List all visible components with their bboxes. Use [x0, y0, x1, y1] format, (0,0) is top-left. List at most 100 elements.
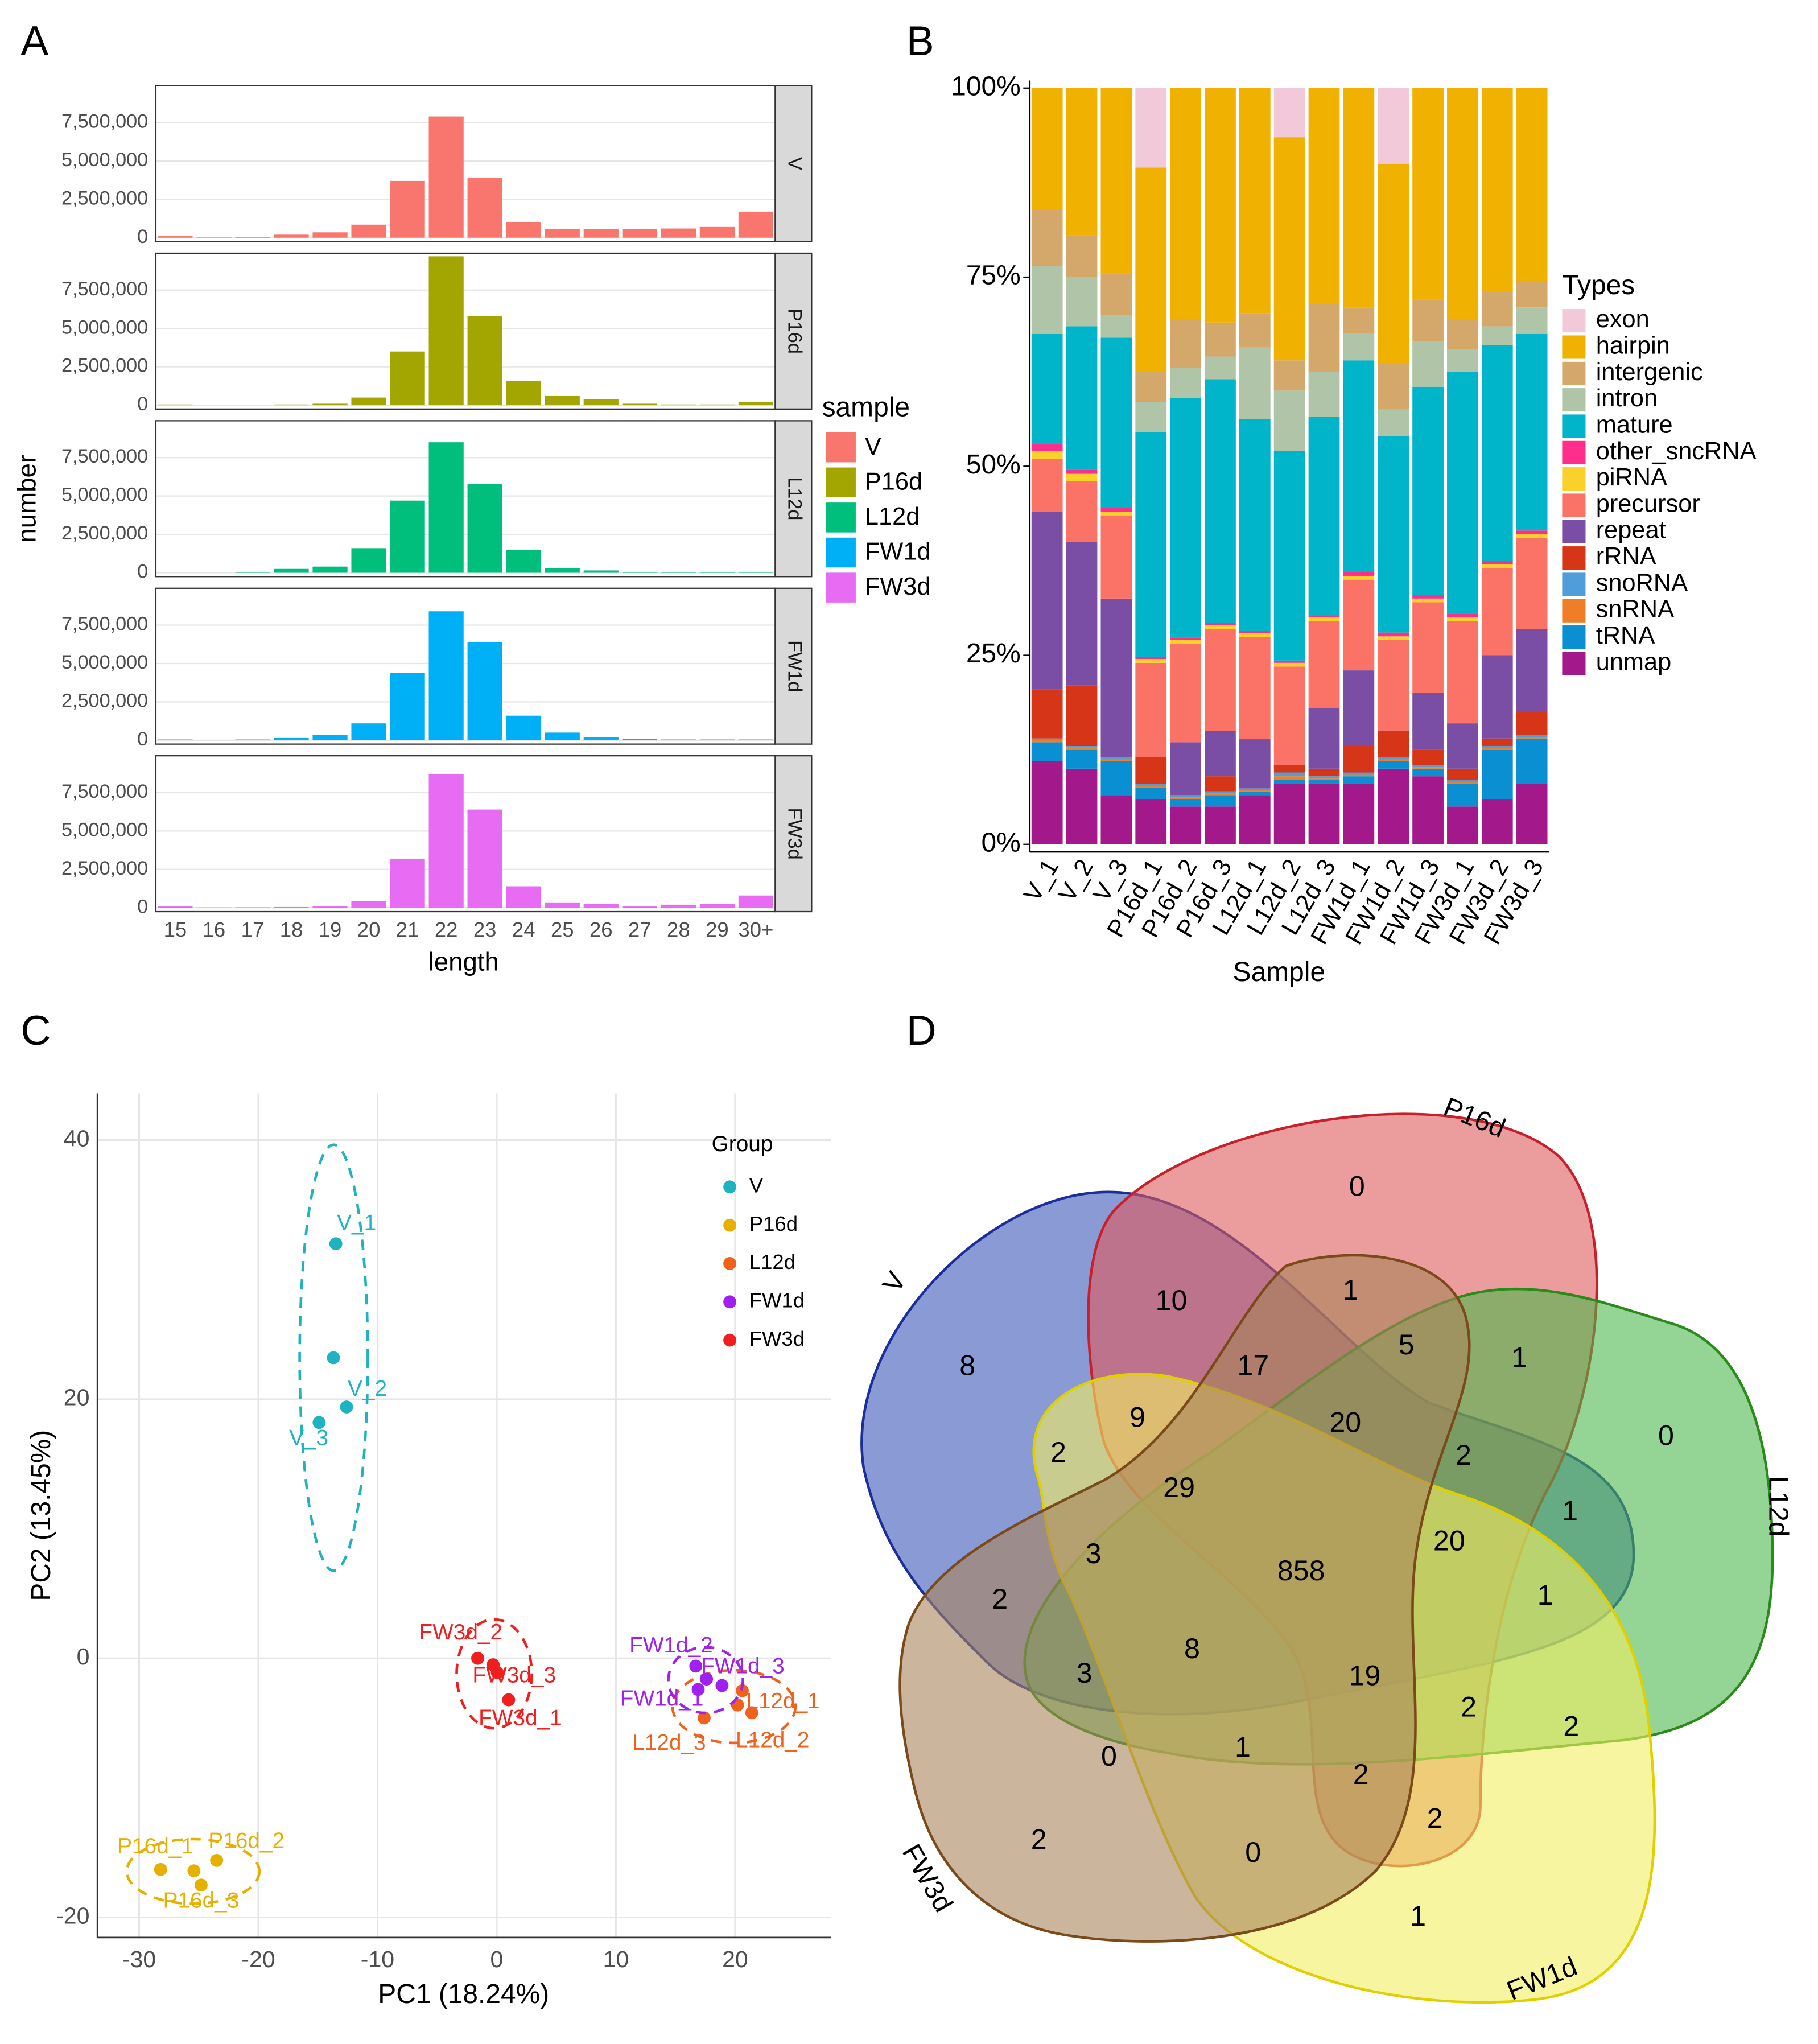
bar [583, 737, 619, 740]
bar-segment [1170, 398, 1201, 638]
bar [545, 902, 580, 908]
facet-strip [774, 252, 813, 410]
bar-segment [1447, 621, 1478, 724]
bar-segment [1378, 640, 1409, 731]
legend-swatch [1562, 546, 1586, 570]
bar [158, 906, 193, 908]
bar-segment [1308, 88, 1340, 304]
y-tick-label: 2,500,000 [61, 522, 148, 544]
legend-swatch [1562, 414, 1586, 438]
facet-strip [774, 420, 813, 578]
bar-segment [1308, 784, 1340, 844]
point [490, 1666, 504, 1679]
bar [274, 737, 309, 740]
bar-segment [1205, 623, 1236, 625]
bar-segment [1031, 266, 1063, 334]
bar-segment [1516, 307, 1548, 334]
bar-segment [1516, 530, 1548, 534]
bar-segment [1100, 515, 1132, 599]
region-count: 10 [1156, 1284, 1188, 1316]
region-count: 1 [1342, 1274, 1358, 1306]
bar [390, 858, 425, 908]
bar-segment [1135, 757, 1167, 784]
region-count: 17 [1237, 1349, 1269, 1381]
bar-segment [1170, 368, 1201, 398]
x-tick-label: -20 [241, 1946, 275, 1972]
bar-segment [1412, 765, 1444, 768]
bar-segment [1170, 795, 1201, 798]
bar-segment [1239, 313, 1271, 348]
legend-label: intergenic [1596, 358, 1703, 386]
y-tick-label: 0 [77, 1643, 90, 1670]
bar-segment [1343, 575, 1375, 580]
bar-segment [1273, 390, 1305, 451]
bar-segment [1205, 795, 1236, 807]
x-axis-title: PC1 (18.24%) [378, 1979, 549, 2009]
region-count: 0 [1658, 1420, 1674, 1452]
bar [661, 904, 696, 908]
legend-label: tRNA [1596, 622, 1655, 649]
legend-label: hairpin [1596, 332, 1670, 359]
bar-segment [1343, 772, 1375, 775]
x-tick-label: 0 [490, 1946, 504, 1972]
bar-segment [1378, 731, 1409, 757]
legend-title: Types [1562, 270, 1635, 300]
region-count: 5 [1399, 1329, 1415, 1361]
bar-segment [1205, 88, 1236, 323]
point [154, 1862, 167, 1876]
bar-segment [1031, 738, 1063, 740]
bar [506, 380, 541, 406]
bar-segment [1447, 723, 1478, 769]
facet-strip [774, 755, 813, 913]
bar [390, 180, 425, 238]
x-tick-label: 24 [512, 918, 535, 941]
bar-segment [1343, 307, 1375, 334]
bar-segment [1066, 768, 1098, 844]
point-label: FW1d_2 [629, 1633, 713, 1658]
bar-segment [1239, 347, 1271, 419]
region-count: 1 [1410, 1900, 1426, 1932]
point-label: FW3d_3 [472, 1663, 556, 1687]
y-tick-label: 5,000,000 [61, 819, 148, 840]
bar-segment [1273, 137, 1305, 361]
bar-segment [1273, 765, 1305, 773]
legend-label: repeat [1596, 517, 1666, 544]
bar-segment [1170, 637, 1201, 640]
bar-segment [1516, 88, 1548, 281]
point-label: V_1 [337, 1211, 376, 1235]
bar-segment [1378, 88, 1409, 164]
x-axis-title: length [428, 947, 499, 976]
legend-label: FW3d [749, 1327, 805, 1350]
point-label: L12d_2 [736, 1728, 809, 1752]
region-count: 2 [1456, 1439, 1471, 1471]
bar-segment [1170, 742, 1201, 796]
point [327, 1351, 340, 1365]
bar-segment [1066, 481, 1098, 542]
bar-segment [1239, 788, 1271, 790]
point [715, 1679, 729, 1692]
bar-segment [1031, 209, 1063, 266]
bar-segment [1481, 655, 1513, 739]
bar-segment [1516, 712, 1548, 735]
bar [583, 229, 619, 238]
bar-segment [1100, 759, 1132, 761]
legend-swatch [1562, 520, 1586, 543]
legend-swatch [1562, 309, 1586, 333]
bar [390, 351, 425, 406]
x-tick-label: 15 [164, 918, 187, 941]
y-tick-label: 40 [64, 1125, 90, 1151]
bar-segment [1239, 630, 1271, 633]
point [195, 1878, 208, 1892]
bar-segment [1031, 740, 1063, 743]
bar-segment [1378, 163, 1409, 364]
y-tick-label: 50% [966, 450, 1021, 480]
bar-segment [1100, 315, 1132, 338]
bar-segment [1481, 749, 1513, 800]
bar [196, 237, 232, 238]
bar-segment [1066, 277, 1098, 327]
bar [467, 484, 502, 573]
bar-segment [1239, 633, 1271, 637]
bar-segment [1239, 637, 1271, 740]
bar-segment [1239, 795, 1271, 844]
y-tick-label: 5,000,000 [61, 652, 148, 673]
